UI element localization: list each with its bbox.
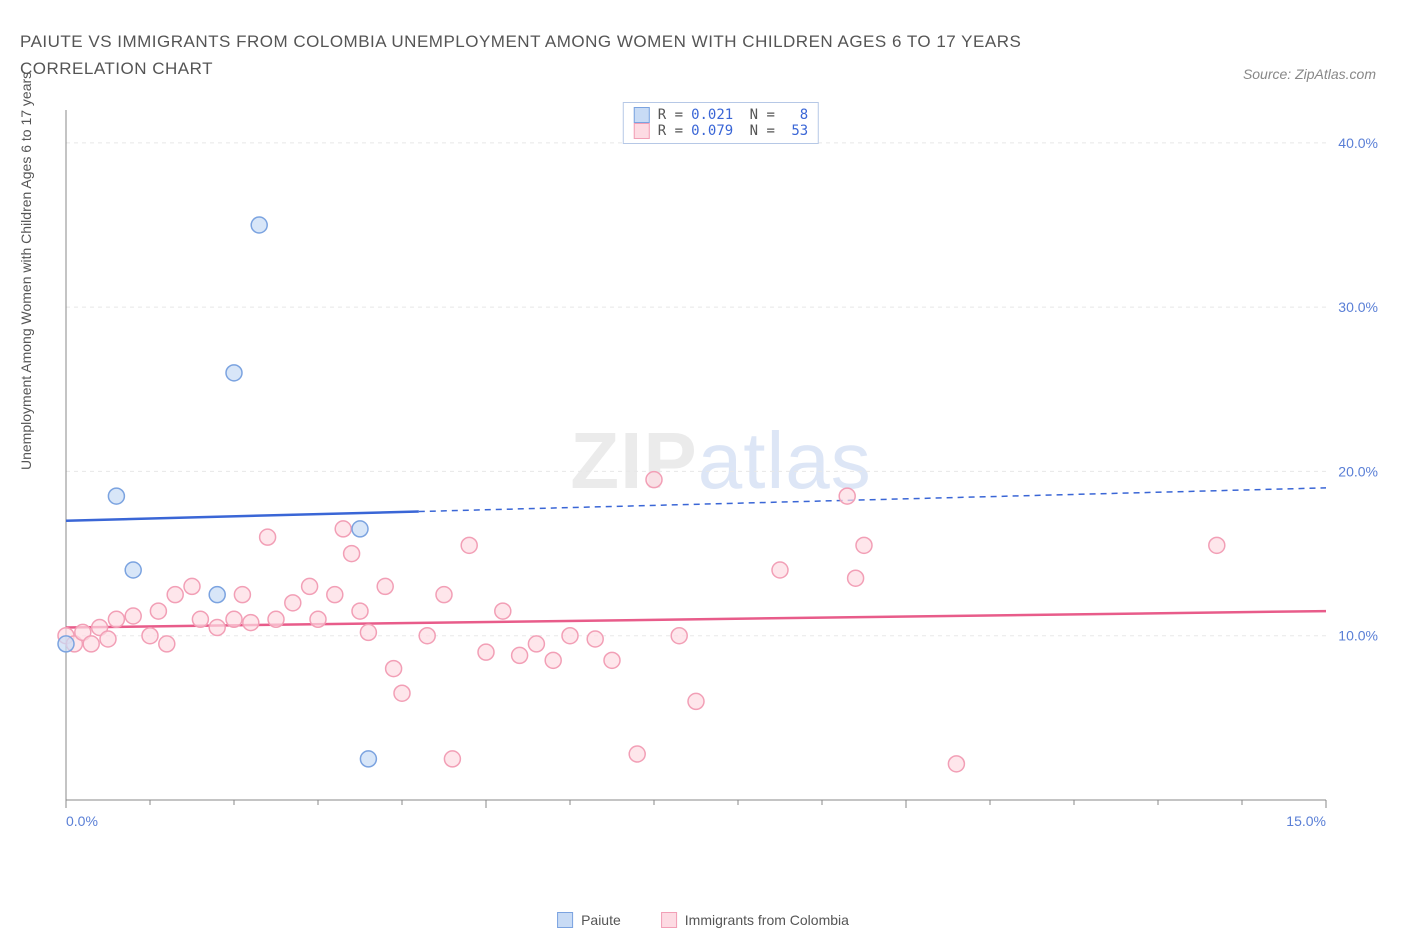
- legend-swatch-paiute: [634, 107, 650, 123]
- svg-text:10.0%: 10.0%: [1338, 628, 1378, 644]
- chart-area: ZIPatlas 10.0%20.0%30.0%40.0%0.0%15.0% R…: [56, 100, 1386, 840]
- legend-row-paiute: R = 0.021 N = 8: [634, 107, 808, 123]
- legend-swatch-colombia: [634, 123, 650, 139]
- legend-swatch-paiute-bottom: [557, 912, 573, 928]
- svg-text:20.0%: 20.0%: [1338, 463, 1378, 479]
- legend-label-colombia: Immigrants from Colombia: [685, 912, 849, 928]
- svg-text:40.0%: 40.0%: [1338, 135, 1378, 151]
- r-value-paiute: 0.021: [691, 107, 733, 123]
- legend-swatch-colombia-bottom: [661, 912, 677, 928]
- chart-title: PAIUTE VS IMMIGRANTS FROM COLOMBIA UNEMP…: [20, 28, 1120, 82]
- legend-item-colombia: Immigrants from Colombia: [661, 912, 849, 928]
- svg-text:0.0%: 0.0%: [66, 813, 98, 829]
- legend-series: Paiute Immigrants from Colombia: [557, 912, 849, 928]
- scatter-plot: 10.0% 20.0% 30.0% 40.0% 0.0% 15.0%: [56, 100, 1386, 840]
- legend-row-colombia: R = 0.079 N = 53: [634, 123, 808, 139]
- y-axis-label: Unemployment Among Women with Children A…: [18, 72, 34, 470]
- n-value-colombia: 53: [783, 123, 808, 139]
- legend-item-paiute: Paiute: [557, 912, 621, 928]
- n-value-paiute: 8: [783, 107, 808, 123]
- svg-text:15.0%: 15.0%: [1286, 813, 1326, 829]
- legend-correlation: R = 0.021 N = 8 R = 0.079 N = 53: [623, 102, 819, 144]
- svg-text:30.0%: 30.0%: [1338, 299, 1378, 315]
- r-value-colombia: 0.079: [691, 123, 733, 139]
- title-bar: PAIUTE VS IMMIGRANTS FROM COLOMBIA UNEMP…: [0, 0, 1406, 92]
- legend-label-paiute: Paiute: [581, 912, 621, 928]
- source-label: Source: ZipAtlas.com: [1243, 66, 1386, 82]
